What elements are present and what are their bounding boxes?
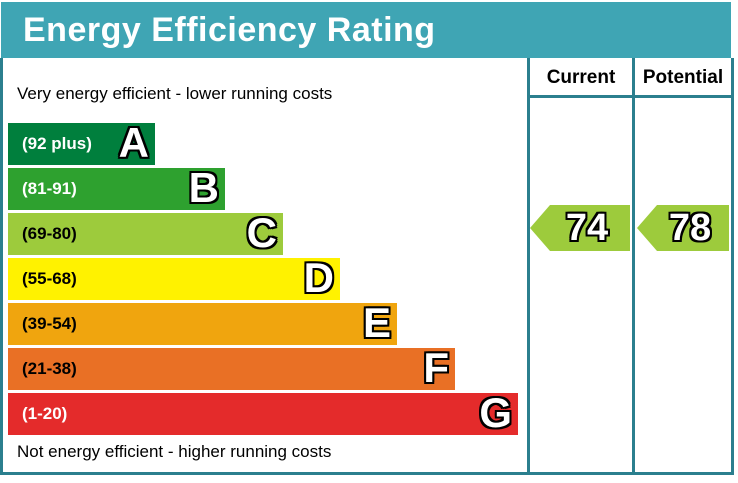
current-column-header: Current	[546, 67, 616, 88]
potential-rating-value: 78	[668, 206, 712, 249]
current-rating-arrow: 74	[530, 205, 630, 251]
band-d-letter: D	[303, 254, 334, 302]
band-c-letter: C	[246, 209, 277, 257]
potential-column-divider	[632, 58, 635, 472]
band-c: (69-80) C	[8, 209, 283, 257]
band-d: (55-68) D	[8, 254, 340, 302]
band-d-range-label: (55-68)	[22, 269, 77, 288]
band-g-range-label: (1-20)	[22, 404, 68, 423]
potential-rating-arrow: 78	[637, 205, 729, 251]
band-a-letter: A	[118, 119, 149, 167]
band-c-range-label: (69-80)	[22, 224, 77, 243]
current-rating-value: 74	[565, 206, 609, 249]
band-f: (21-38) F	[8, 344, 455, 392]
header-underline	[527, 95, 731, 98]
band-g-letter: G	[479, 389, 512, 437]
band-e-letter: E	[362, 299, 391, 347]
band-f-letter: F	[423, 344, 449, 392]
chart-area: Current Potential Very energy efficient …	[0, 58, 734, 475]
potential-column-header: Potential	[642, 67, 724, 88]
band-f-range-label: (21-38)	[22, 359, 77, 378]
band-b-range-label: (81-91)	[22, 179, 77, 198]
band-a: (92 plus) A	[8, 119, 155, 167]
top-caption: Very energy efficient - lower running co…	[17, 84, 333, 103]
band-b-letter: B	[188, 164, 219, 212]
band-a-range-label: (92 plus)	[22, 134, 92, 153]
band-e-range-label: (39-54)	[22, 314, 77, 333]
band-b: (81-91) B	[8, 164, 225, 212]
chart-title: Energy Efficiency Rating	[1, 2, 731, 58]
bottom-caption: Not energy efficient - higher running co…	[17, 442, 332, 461]
band-e: (39-54) E	[8, 299, 397, 347]
band-g: (1-20) G	[8, 389, 518, 437]
current-column-divider	[527, 58, 530, 472]
